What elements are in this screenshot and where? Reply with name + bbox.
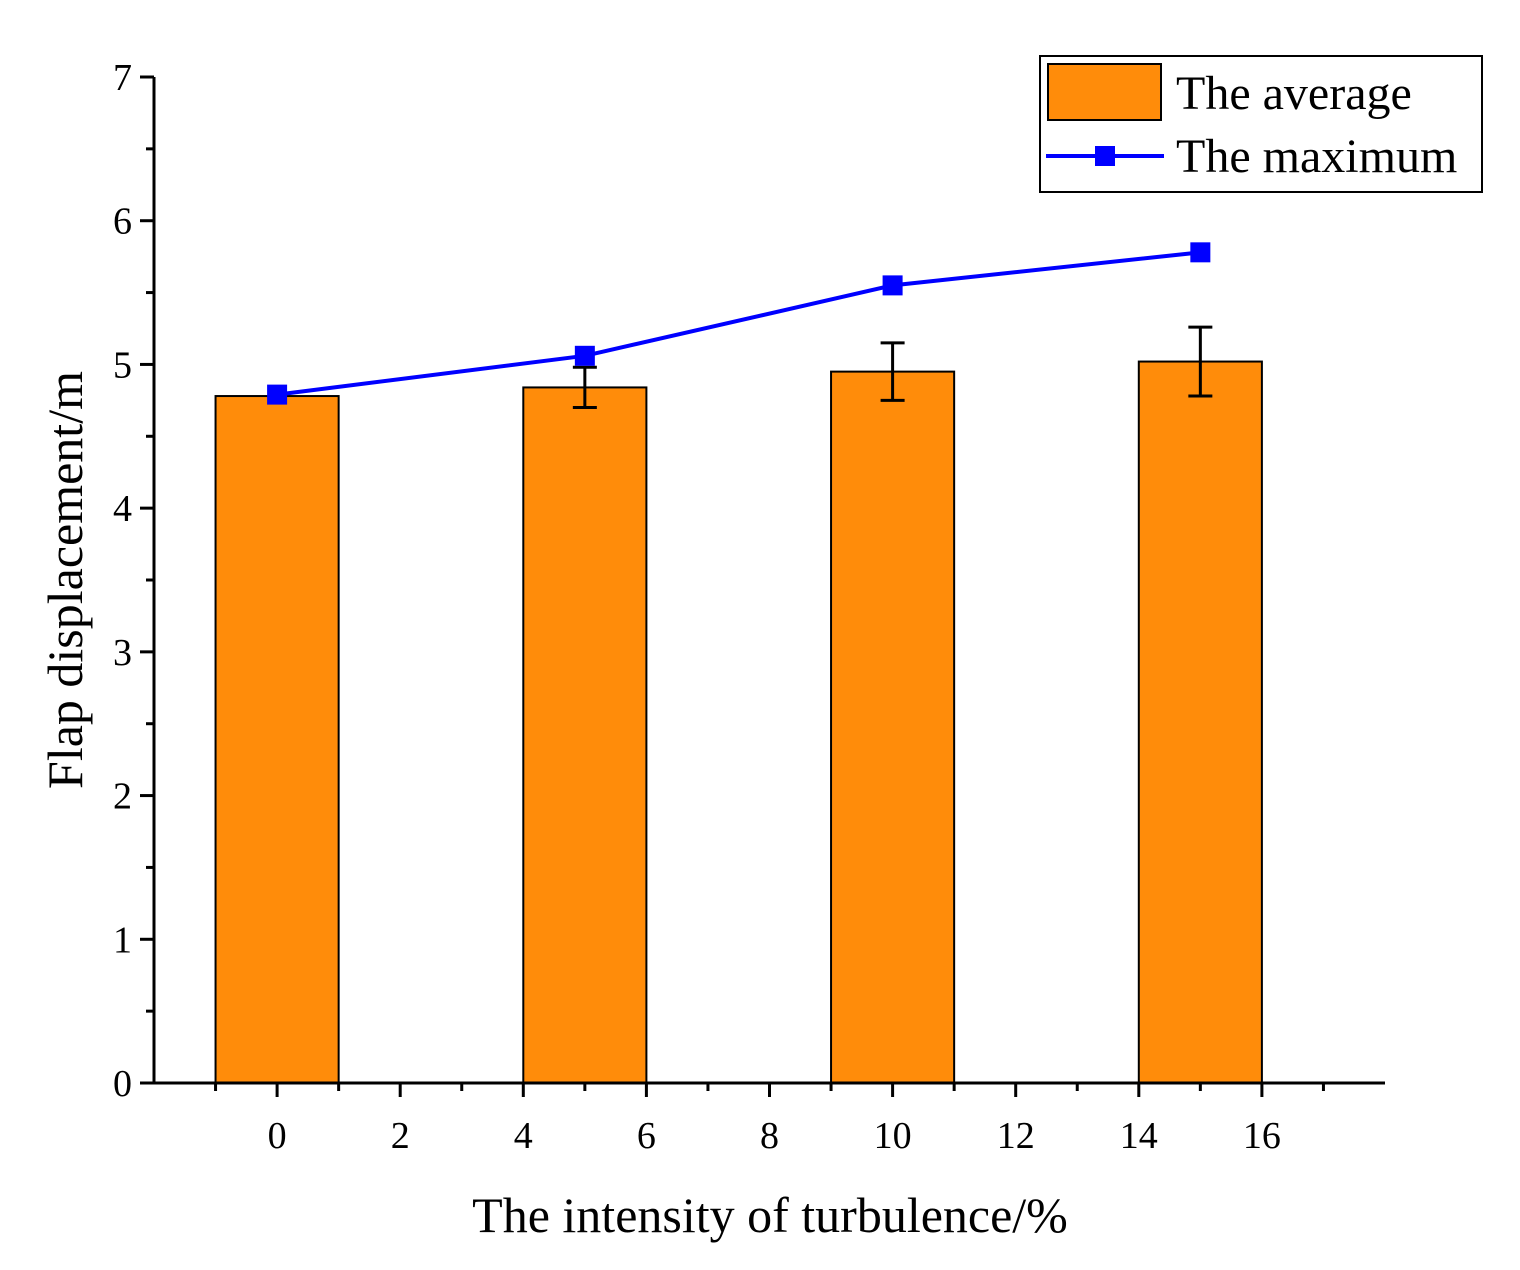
x-tick-label: 4 bbox=[514, 1115, 533, 1157]
x-ticks: 0 2 4 6 8 10 12 14 16 bbox=[214, 1083, 1325, 1157]
x-axis-label: The intensity of turbulence/% bbox=[472, 1187, 1068, 1243]
y-tick-label: 7 bbox=[113, 57, 132, 99]
y-ticks: 0 1 2 3 4 5 6 7 bbox=[113, 57, 154, 1105]
bars-layer bbox=[214, 360, 1263, 1085]
y-tick-label: 0 bbox=[113, 1063, 132, 1105]
x-tick-label: 10 bbox=[874, 1115, 912, 1157]
y-tick-label: 6 bbox=[113, 201, 132, 243]
bar-average bbox=[1137, 360, 1263, 1085]
y-axis-label: Flap displacement/m bbox=[37, 371, 93, 789]
bar-average bbox=[522, 386, 648, 1084]
legend-average-swatch bbox=[1047, 63, 1162, 121]
y-tick-label: 2 bbox=[113, 776, 132, 818]
bar-average bbox=[214, 395, 340, 1084]
x-tick-label: 6 bbox=[637, 1115, 656, 1157]
x-tick-label: 0 bbox=[268, 1115, 287, 1157]
series-line-maximum bbox=[276, 250, 1201, 397]
x-tick-label: 16 bbox=[1243, 1115, 1281, 1157]
point-maximum bbox=[574, 345, 595, 366]
error-bars-layer bbox=[572, 325, 1213, 410]
y-tick-label: 1 bbox=[113, 919, 132, 961]
y-tick-label: 4 bbox=[113, 488, 132, 530]
bar-average bbox=[830, 370, 956, 1085]
legend-average-label: The average bbox=[1176, 67, 1412, 120]
x-tick-label: 8 bbox=[760, 1115, 779, 1157]
x-tick-label: 14 bbox=[1120, 1115, 1158, 1157]
point-maximum bbox=[267, 384, 288, 405]
legend-maximum-label: The maximum bbox=[1176, 130, 1457, 183]
max-line-layer bbox=[267, 242, 1211, 405]
legend-maximum-marker bbox=[1095, 146, 1115, 166]
y-tick-label: 3 bbox=[113, 632, 132, 674]
y-tick-label: 5 bbox=[113, 344, 132, 386]
x-tick-label: 2 bbox=[391, 1115, 410, 1157]
legend: The average The maximum bbox=[1039, 55, 1483, 193]
point-maximum bbox=[1190, 242, 1211, 263]
point-maximum bbox=[882, 275, 903, 296]
x-tick-label: 12 bbox=[997, 1115, 1035, 1157]
